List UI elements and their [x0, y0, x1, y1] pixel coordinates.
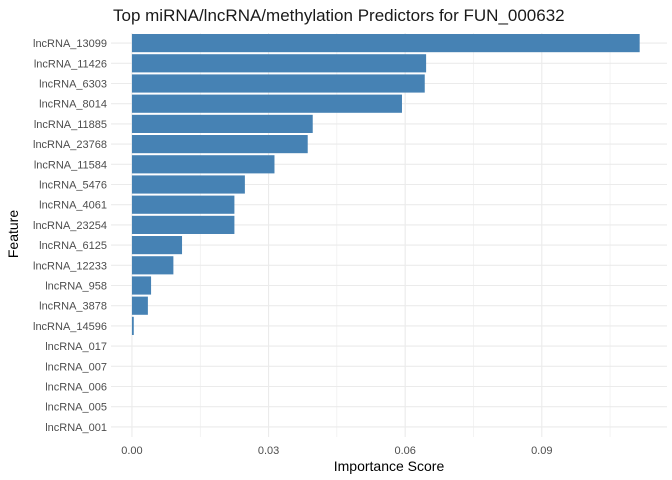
y-tick-label: lncRNA_005 — [45, 402, 107, 414]
y-tick-label: lncRNA_11426 — [34, 58, 107, 70]
bar-layer — [131, 34, 640, 335]
bar — [131, 155, 275, 174]
y-tick-label: lncRNA_017 — [45, 341, 107, 353]
bar — [131, 135, 308, 154]
y-tick-label: lncRNA_11584 — [34, 159, 107, 171]
bar — [131, 296, 148, 315]
y-tick-label: lncRNA_11885 — [34, 119, 107, 131]
bar — [131, 316, 134, 335]
bar — [131, 175, 245, 194]
bar — [131, 114, 313, 133]
bar — [131, 256, 174, 275]
chart-title: Top miRNA/lncRNA/methylation Predictors … — [113, 6, 565, 25]
x-tick-labels: 0.00 0.03 0.06 0.09 — [121, 445, 552, 457]
bar — [131, 94, 402, 113]
y-tick-label: lncRNA_6303 — [39, 79, 107, 91]
grid-layer — [111, 33, 667, 437]
bar — [131, 34, 640, 53]
y-tick-label: lncRNA_14596 — [33, 321, 107, 333]
y-tick-label: lncRNA_6125 — [39, 240, 107, 252]
y-tick-label: lncRNA_23768 — [33, 139, 107, 151]
bar — [131, 54, 427, 73]
bar — [131, 74, 425, 93]
x-tick-label: 0.09 — [531, 445, 552, 457]
x-tick-label: 0.00 — [121, 445, 142, 457]
bar — [131, 215, 235, 234]
y-tick-label: lncRNA_13099 — [33, 38, 107, 50]
y-axis-title: Feature — [5, 210, 21, 258]
y-tick-label: lncRNA_001 — [45, 422, 107, 434]
bar — [131, 236, 183, 255]
y-tick-label: lncRNA_4061 — [39, 200, 107, 212]
y-tick-label: lncRNA_5476 — [39, 180, 107, 192]
y-tick-label: lncRNA_8014 — [39, 99, 107, 111]
y-tick-label: lncRNA_23254 — [33, 220, 107, 232]
y-tick-label: lncRNA_3878 — [39, 301, 107, 313]
y-tick-label: lncRNA_12233 — [33, 260, 107, 272]
bar — [131, 195, 235, 214]
x-tick-label: 0.06 — [394, 445, 415, 457]
y-tick-label: lncRNA_958 — [45, 281, 107, 293]
y-tick-label: lncRNA_006 — [45, 382, 107, 394]
y-tick-labels: lncRNA_13099 lncRNA_11426 lncRNA_6303 lncRN… — [33, 38, 107, 434]
bar — [131, 276, 152, 295]
y-tick-label: lncRNA_007 — [45, 361, 107, 373]
x-tick-label: 0.03 — [258, 445, 279, 457]
x-axis-title: Importance Score — [334, 458, 445, 474]
